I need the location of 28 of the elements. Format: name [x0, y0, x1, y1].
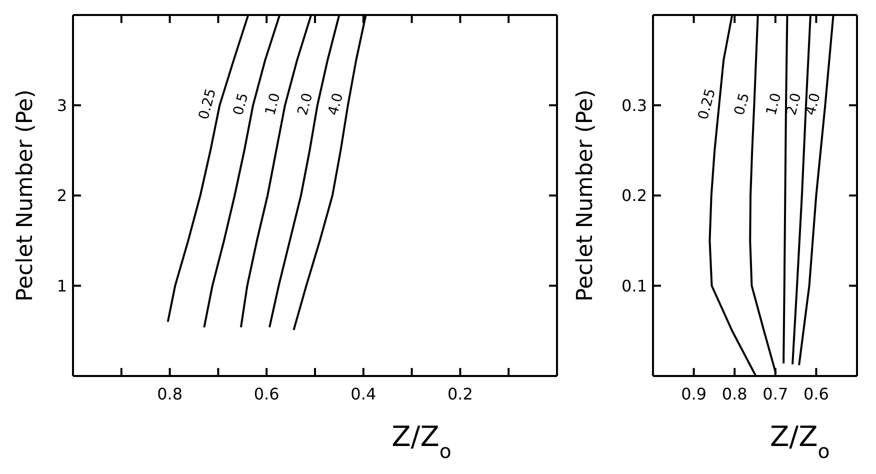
legend-label: 4.0: [802, 91, 824, 118]
x-tick-label: 0.4: [350, 384, 376, 404]
y-tick-label: 3: [56, 96, 67, 115]
x-axis-title: Z/Z$_{o}$: [770, 420, 830, 462]
text: 2.0: [294, 91, 316, 118]
x-tick-label: 0.6: [803, 384, 829, 404]
text: 4.0: [325, 91, 347, 118]
text: 0.25: [695, 87, 719, 122]
y-tick-label: 0.3: [622, 96, 647, 115]
text: 1.0: [764, 91, 785, 118]
text: 0.5: [230, 91, 252, 118]
y-tick-label: 1: [56, 276, 67, 296]
y-tick-label: 0.2: [622, 186, 647, 206]
y-axis-title: Peclet Number (Pe): [13, 90, 38, 302]
x-tick-label: 0.8: [157, 384, 183, 404]
y-tick-label: 2: [56, 186, 67, 206]
text: 1.0: [262, 91, 284, 118]
x-tick-label: 0.2: [447, 384, 473, 404]
text: 0.25: [196, 87, 220, 122]
text: 2.0: [784, 91, 805, 118]
x-tick-label: 0.7: [762, 384, 788, 404]
x-tick-label: 0.6: [254, 384, 280, 404]
x-tick-label: 0.9: [681, 384, 707, 404]
text: 0.5: [732, 91, 753, 118]
y-tick-label: 0.1: [622, 276, 647, 296]
x-tick-label: 0.8: [722, 384, 748, 404]
x-axis-title: Z/Z$_{o}$: [392, 420, 452, 462]
y-axis-title: Peclet Number (Pe): [573, 90, 598, 302]
